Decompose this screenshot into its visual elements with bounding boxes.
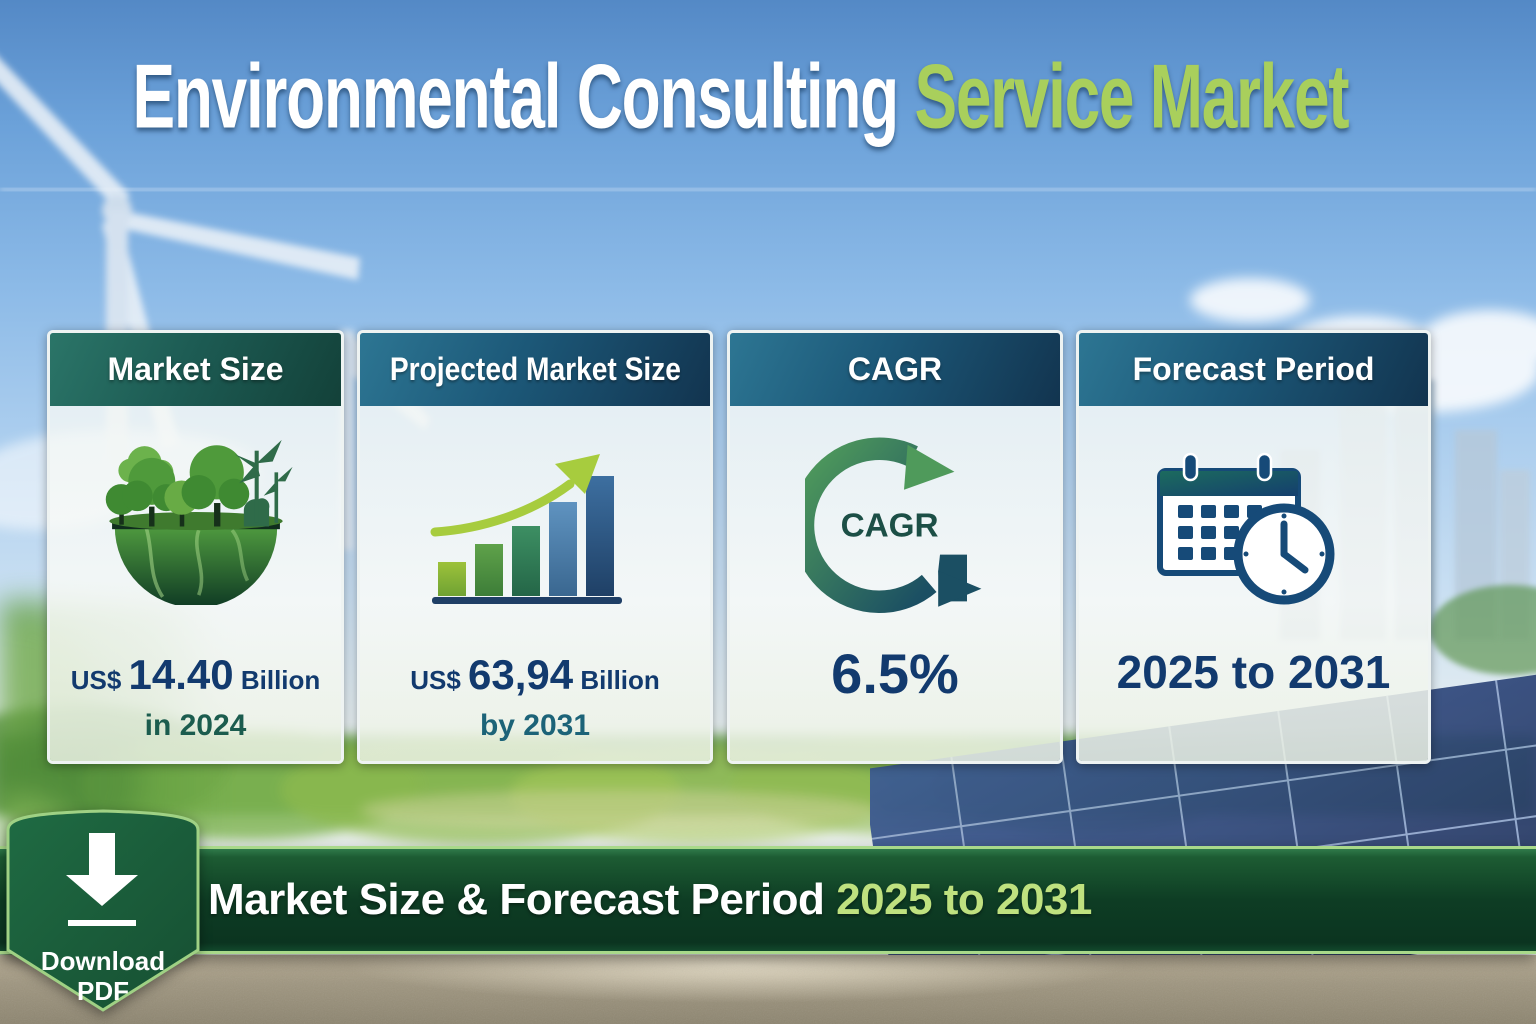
svg-text:PDF: PDF <box>77 976 129 1006</box>
svg-text:Download: Download <box>41 946 165 976</box>
svg-text:CAGR: CAGR <box>841 508 939 545</box>
